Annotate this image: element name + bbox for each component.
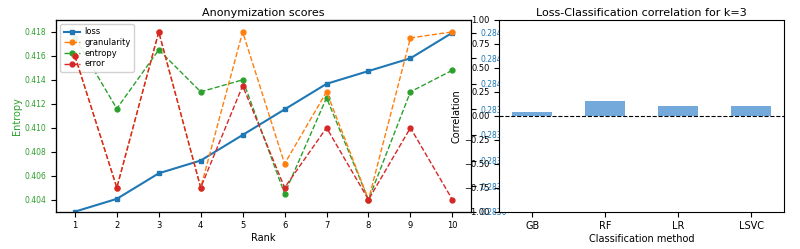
granularity [447, 30, 457, 33]
loss [238, 133, 247, 136]
Line: granularity: granularity [73, 29, 455, 202]
entropy [406, 90, 415, 93]
entropy [364, 198, 374, 201]
granularity [112, 186, 122, 189]
error [322, 126, 331, 129]
error [112, 186, 122, 189]
granularity [196, 186, 206, 189]
entropy [196, 90, 206, 93]
Y-axis label: Loss: Loss [500, 105, 510, 126]
Line: entropy: entropy [73, 35, 455, 202]
Title: Loss-Classification correlation for k=3: Loss-Classification correlation for k=3 [536, 8, 747, 18]
Bar [658, 106, 698, 116]
granularity [364, 198, 374, 201]
Line: error: error [73, 29, 455, 202]
loss [196, 159, 206, 162]
error [364, 198, 374, 201]
granularity [154, 30, 163, 33]
loss [112, 197, 122, 200]
Legend: loss, granularity, entropy, error: loss, granularity, entropy, error [60, 24, 134, 72]
error [406, 126, 415, 129]
Y-axis label: Granularity: Granularity [558, 88, 568, 143]
X-axis label: Classification method: Classification method [589, 234, 694, 244]
error [447, 198, 457, 201]
error [70, 54, 80, 57]
Line: loss: loss [73, 30, 455, 214]
error [280, 186, 290, 189]
Bar [512, 112, 552, 116]
Bar [731, 106, 771, 116]
entropy [238, 78, 247, 81]
entropy [154, 48, 163, 51]
entropy [322, 96, 331, 99]
Y-axis label: Entropy: Entropy [12, 97, 22, 135]
entropy [447, 69, 457, 72]
granularity [406, 36, 415, 39]
loss [70, 210, 80, 213]
loss [280, 108, 290, 111]
Title: Anonymization scores: Anonymization scores [202, 8, 325, 18]
Bar [585, 101, 626, 116]
granularity [238, 30, 247, 33]
loss [364, 69, 374, 72]
entropy [112, 107, 122, 110]
X-axis label: Rank: Rank [251, 233, 276, 243]
entropy [70, 36, 80, 39]
entropy [280, 192, 290, 195]
loss [154, 172, 163, 175]
granularity [70, 54, 80, 57]
error [154, 30, 163, 33]
loss [447, 31, 457, 34]
Y-axis label: Correlation: Correlation [451, 89, 462, 143]
error [238, 84, 247, 87]
error [196, 186, 206, 189]
loss [322, 82, 331, 85]
granularity [322, 90, 331, 93]
loss [406, 57, 415, 60]
granularity [280, 162, 290, 165]
